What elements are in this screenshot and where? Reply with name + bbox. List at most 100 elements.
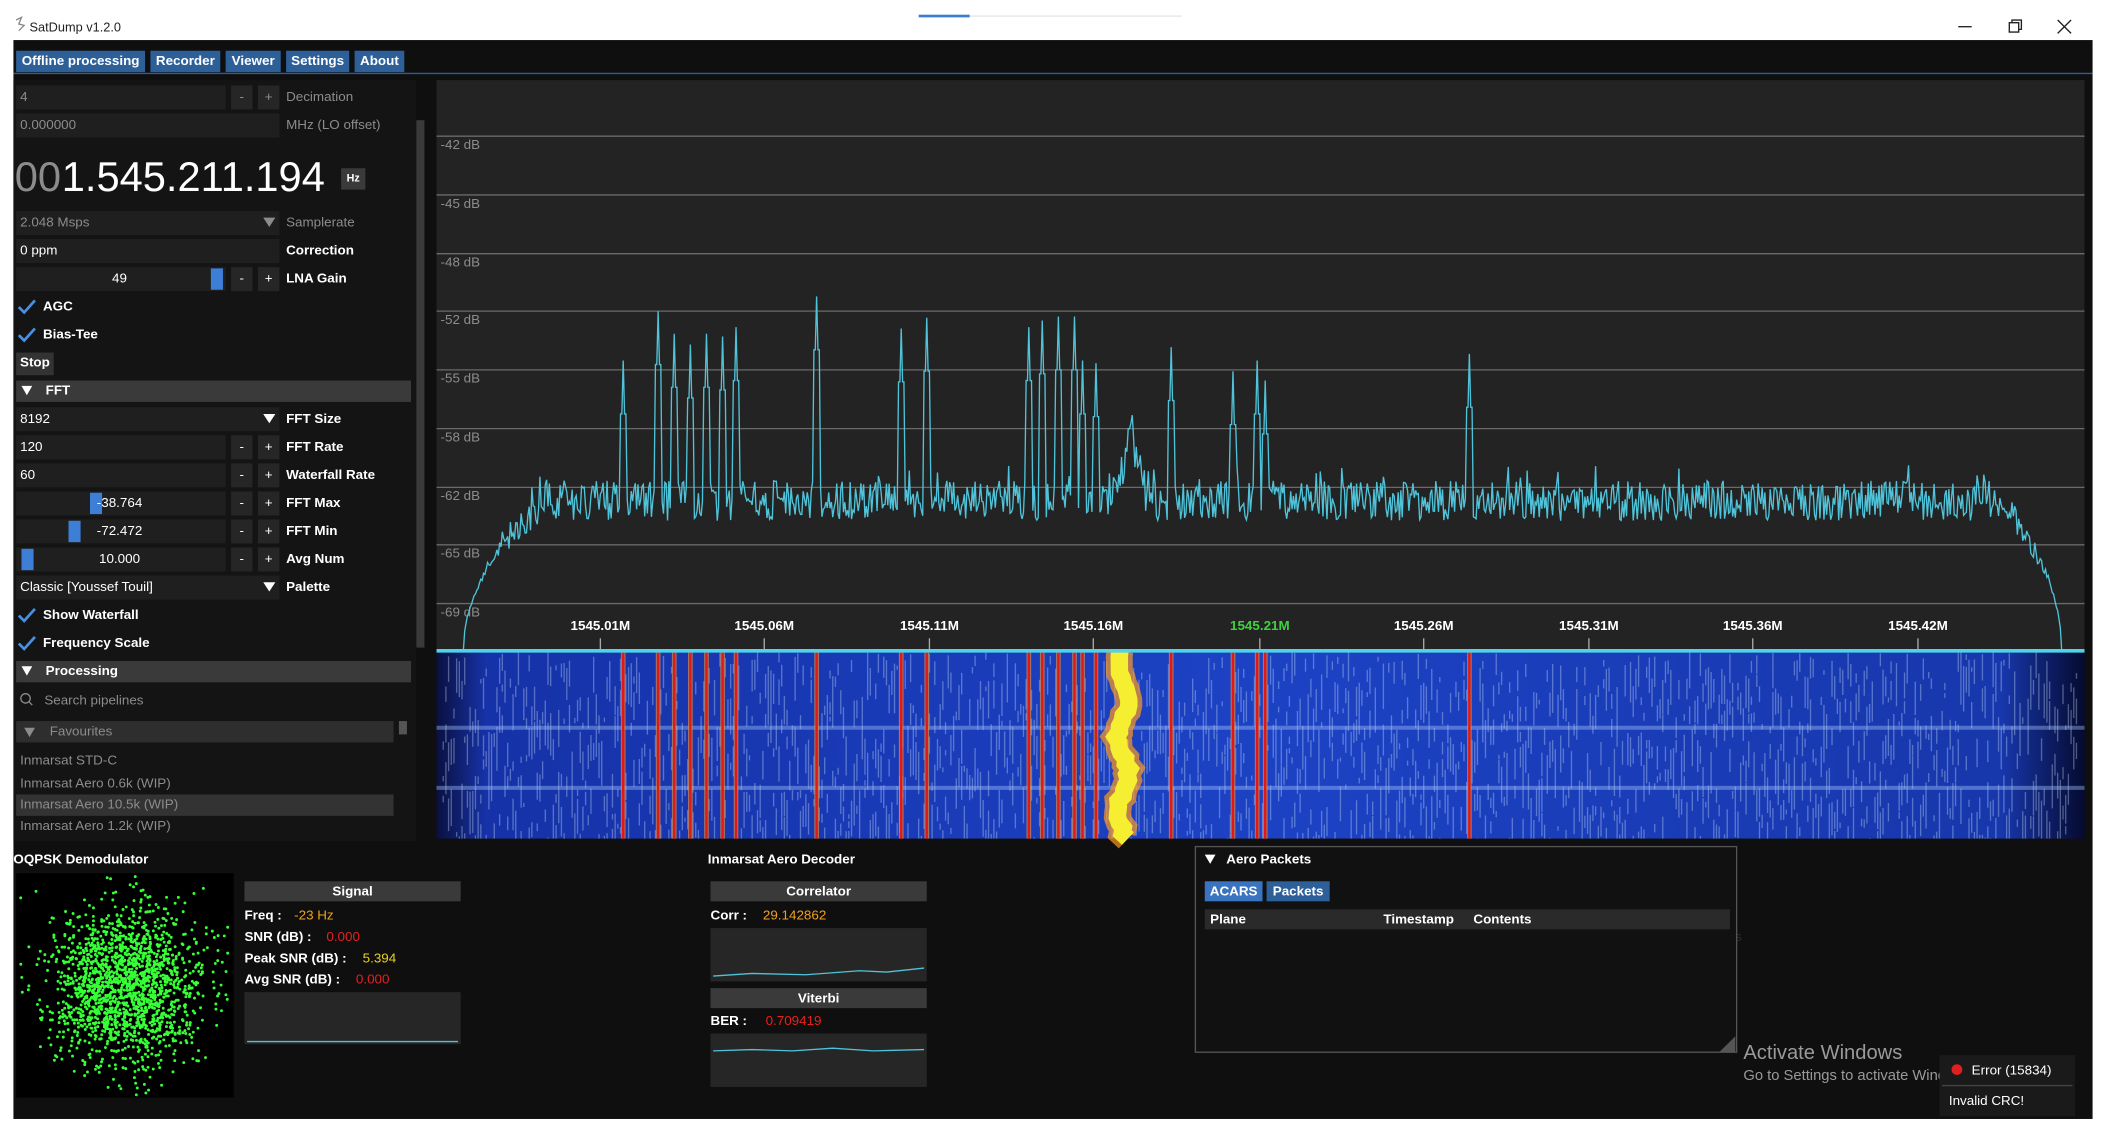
y-axis-label: -42 dB <box>441 137 481 152</box>
y-axis-label: -48 dB <box>441 255 481 270</box>
viterbi-header <box>710 988 927 1009</box>
column-header: Plane <box>1210 912 1246 927</box>
slider-handle[interactable] <box>68 520 81 543</box>
step-button-label: - <box>240 439 244 454</box>
activation-title: Activate Windows <box>1743 1042 1902 1064</box>
step-button[interactable] <box>231 519 253 544</box>
close-button[interactable] <box>2057 19 2072 34</box>
pipeline-item: Inmarsat STD-C <box>20 753 117 768</box>
step-button[interactable] <box>257 85 280 110</box>
x-axis-label: 1545.42M <box>1888 618 1948 633</box>
notification-text: Invalid CRC! <box>1949 1093 2024 1108</box>
field-label: FFT Size <box>286 411 341 426</box>
decoder-title: Inmarsat Aero Decoder <box>708 851 855 866</box>
slider-handle[interactable] <box>210 268 223 290</box>
step-button-label: + <box>265 551 273 566</box>
menu-tab[interactable] <box>286 50 350 73</box>
step-button-label: - <box>240 271 244 286</box>
menu-tab[interactable] <box>150 50 221 73</box>
input-field[interactable] <box>16 210 280 236</box>
window-title: SatDump v1.2.0 <box>30 19 121 34</box>
frequency-value: 1.545.211.194 <box>62 153 325 200</box>
field-value: Classic [Youssef Touil] <box>20 579 153 594</box>
input-field[interactable] <box>16 267 226 292</box>
step-button[interactable] <box>231 463 253 488</box>
restore-button[interactable] <box>2008 19 2023 33</box>
list-scrollbar[interactable] <box>398 721 407 735</box>
input-field[interactable] <box>16 519 226 544</box>
step-button[interactable] <box>231 491 253 516</box>
stat-value: 0.000 <box>326 929 360 944</box>
step-button-label: + <box>265 89 273 104</box>
step-button[interactable] <box>231 435 253 460</box>
checkbox[interactable] <box>17 636 36 651</box>
input-field[interactable] <box>16 547 226 572</box>
x-axis-label: 1545.16M <box>1063 618 1123 633</box>
correlator-header <box>710 881 927 902</box>
step-button-label: + <box>265 271 273 286</box>
packets-tab[interactable] <box>1266 881 1330 902</box>
signal-band <box>1105 650 1140 845</box>
field-label: Palette <box>286 579 330 594</box>
field-label: Samplerate <box>286 215 355 230</box>
step-button-label: - <box>240 523 244 538</box>
dropdown-arrow[interactable] <box>263 582 276 592</box>
step-button[interactable] <box>257 267 280 292</box>
step-button[interactable] <box>257 463 280 488</box>
input-field[interactable] <box>16 463 226 488</box>
pipeline-item: Inmarsat Aero 1.2k (WIP) <box>20 818 171 833</box>
y-axis-label: -52 dB <box>441 312 481 327</box>
step-button[interactable] <box>231 547 253 572</box>
field-label: LNA Gain <box>286 271 347 286</box>
stop-button[interactable] <box>16 352 54 376</box>
step-button[interactable] <box>231 267 253 292</box>
collapse-arrow <box>1204 854 1216 864</box>
left-panel <box>13 80 417 842</box>
favourites-header[interactable] <box>16 721 394 743</box>
spectrum-trace <box>462 296 2063 651</box>
input-field[interactable] <box>16 239 280 264</box>
checkbox[interactable] <box>17 327 36 343</box>
stat-label: Avg SNR (dB) : <box>244 972 340 987</box>
menu-tab[interactable] <box>225 50 281 73</box>
pipeline-item: Inmarsat Aero 10.5k (WIP) <box>20 797 178 812</box>
input-field[interactable] <box>16 575 280 600</box>
menu-tab-label: Settings <box>291 53 344 68</box>
section-header[interactable] <box>16 660 411 683</box>
y-axis-label: -58 dB <box>441 430 481 445</box>
scrollbar[interactable] <box>416 120 425 648</box>
input-field[interactable] <box>16 407 280 432</box>
step-button[interactable] <box>257 435 280 460</box>
field-label: Waterfall Rate <box>286 467 375 482</box>
x-axis-label: 1545.31M <box>1559 618 1619 633</box>
x-axis-label: 1545.06M <box>734 618 794 633</box>
slider-handle[interactable] <box>21 548 34 571</box>
input-field[interactable] <box>16 85 226 110</box>
step-button[interactable] <box>231 85 253 110</box>
menu-tab-label: Offline processing <box>22 53 140 68</box>
slider-handle[interactable] <box>89 492 103 515</box>
input-field[interactable] <box>16 113 280 138</box>
packets-tab-label: Packets <box>1273 884 1324 899</box>
menu-tab-label: Viewer <box>232 53 275 68</box>
checkbox[interactable] <box>17 299 36 315</box>
menu-tab[interactable] <box>16 50 146 73</box>
input-field[interactable] <box>16 435 226 460</box>
step-button[interactable] <box>257 547 280 572</box>
dropdown-arrow[interactable] <box>263 413 276 424</box>
stat-value: 0.709419 <box>766 1013 822 1028</box>
frequency-unit: Hz <box>347 173 360 185</box>
activation-text: Go to Settings to activate Windows. <box>1743 1068 1976 1084</box>
section-title: FFT <box>46 383 71 398</box>
search-icon-handle <box>28 701 33 706</box>
packets-tab-label: ACARS <box>1210 884 1258 899</box>
menu-tab[interactable] <box>354 50 405 73</box>
step-button[interactable] <box>257 491 280 516</box>
dropdown-arrow[interactable] <box>263 217 276 227</box>
step-button-label: - <box>240 467 244 482</box>
packets-tab[interactable] <box>1204 881 1263 902</box>
section-header[interactable] <box>16 380 411 402</box>
input-field[interactable] <box>16 491 226 516</box>
step-button[interactable] <box>257 519 280 544</box>
checkbox[interactable] <box>17 608 36 623</box>
